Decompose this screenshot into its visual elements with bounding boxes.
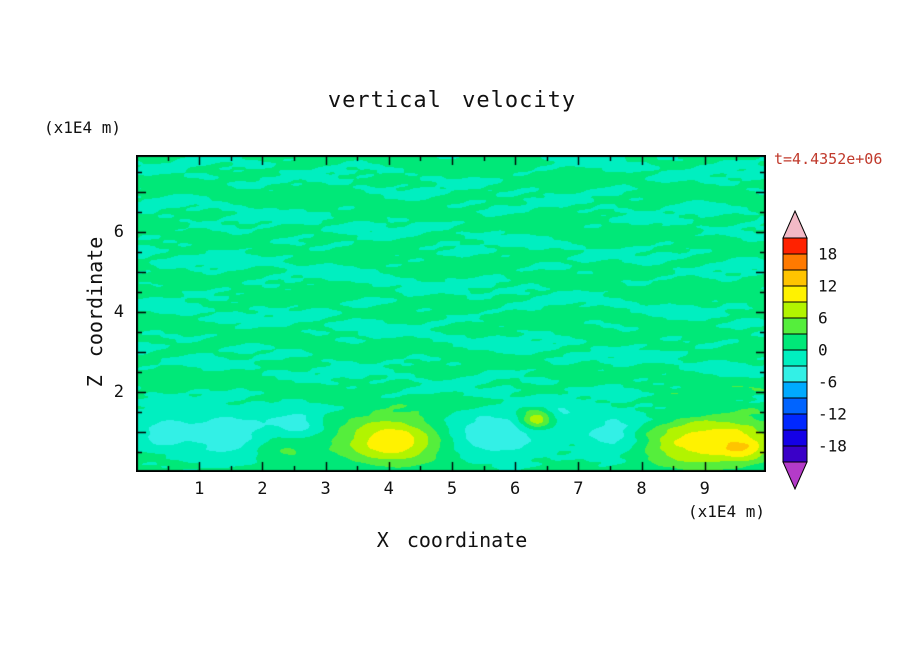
colorbar-segment — [782, 445, 808, 463]
colorbar-tick-label: 0 — [818, 340, 828, 360]
y-axis-label: Z coordinate — [83, 236, 107, 388]
x-tick-label: 3 — [320, 479, 331, 499]
colorbar — [782, 209, 808, 494]
x-tick-label: 2 — [257, 479, 268, 499]
colorbar-tick-label: -18 — [818, 436, 847, 456]
colorbar-segment — [782, 365, 808, 383]
time-annotation: t=4.4352e+06 — [774, 150, 883, 168]
y-tick-label: 2 — [113, 382, 124, 403]
y-tick-label: 4 — [113, 302, 124, 323]
colorbar-segment — [782, 333, 808, 351]
colorbar-over-arrow — [782, 209, 808, 239]
x-tick-label: 5 — [446, 479, 458, 499]
x-axis-label: X coordinate — [376, 528, 528, 552]
x-axis-unit: (x1E4 m) — [688, 502, 766, 521]
colorbar-segment — [782, 397, 808, 415]
plot-title: vertical velocity — [327, 88, 577, 113]
colorbar-segment — [782, 285, 808, 303]
colorbar-scale — [782, 209, 808, 491]
y-axis-unit: (x1E4 m) — [44, 118, 122, 137]
colorbar-segment — [782, 253, 808, 271]
colorbar-segment — [782, 429, 808, 447]
contour-plot-canvas — [136, 155, 766, 472]
colorbar-segment — [782, 237, 808, 255]
colorbar-segment — [782, 381, 808, 399]
colorbar-segment — [782, 349, 808, 367]
x-tick-label: 9 — [699, 479, 710, 499]
x-tick-label: 7 — [573, 479, 584, 499]
colorbar-tick-label: 6 — [818, 308, 828, 328]
colorbar-segment — [782, 301, 808, 319]
x-tick-label: 4 — [383, 479, 394, 499]
colorbar-segment — [782, 317, 808, 335]
x-tick-label: 8 — [636, 479, 647, 499]
x-tick-label: 1 — [194, 479, 205, 499]
colorbar-tick-label: 18 — [818, 244, 838, 264]
colorbar-tick-label: -12 — [818, 404, 847, 424]
colorbar-tick-label: -6 — [818, 372, 838, 392]
colorbar-segment — [782, 269, 808, 287]
colorbar-segment — [782, 413, 808, 431]
colorbar-tick-label: 12 — [818, 276, 838, 296]
x-tick-label: 6 — [510, 479, 521, 499]
colorbar-under-arrow — [782, 461, 808, 491]
y-tick-label: 6 — [113, 222, 124, 243]
